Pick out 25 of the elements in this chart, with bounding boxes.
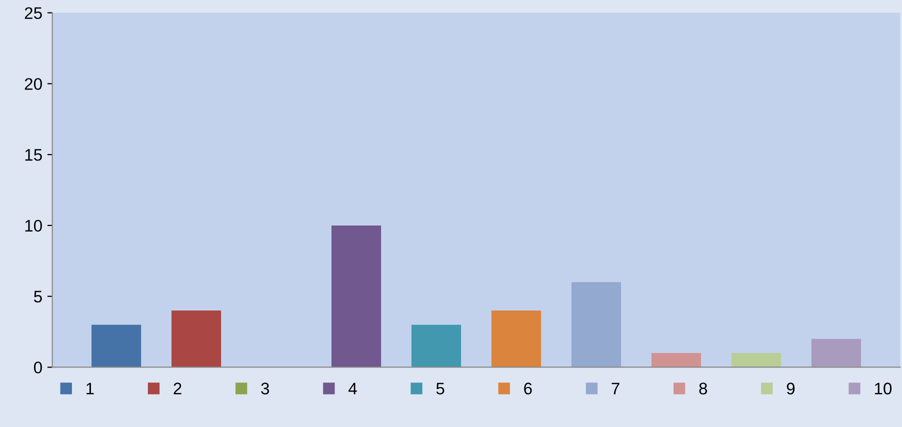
y-tick-label: 15 <box>25 149 42 161</box>
legend-label: 3 <box>261 382 270 394</box>
bar <box>571 282 622 368</box>
legend-label: 6 <box>524 382 532 394</box>
legend-label: 1 <box>86 382 94 394</box>
y-tick-label: 25 <box>24 7 42 20</box>
bar <box>92 324 142 368</box>
legend-label: 8 <box>699 382 708 394</box>
y-tick-label: 5 <box>34 290 42 303</box>
legend-label: 2 <box>174 382 182 394</box>
y-tick-label: 20 <box>24 78 42 90</box>
bar <box>491 310 542 368</box>
bar <box>411 324 462 368</box>
bar <box>331 225 382 368</box>
bar <box>811 338 861 368</box>
legend-label: 5 <box>436 382 444 394</box>
legend-label: 10 <box>874 382 892 394</box>
bar <box>172 310 222 368</box>
bar <box>731 353 782 368</box>
legend-label: 4 <box>348 382 357 394</box>
legend-label: 7 <box>612 382 620 394</box>
y-tick-label: 10 <box>25 220 42 232</box>
legend-label: 9 <box>786 382 795 394</box>
bar <box>651 353 702 368</box>
y-tick-label: 0 <box>34 362 42 374</box>
